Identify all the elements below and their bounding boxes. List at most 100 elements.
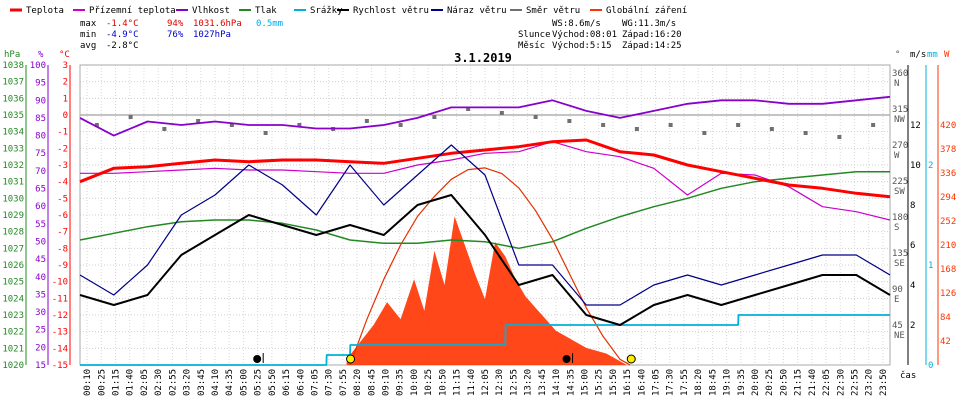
stats-max-label: max [80, 19, 97, 29]
time-tick-label: 20:50 [779, 369, 789, 396]
ms-tick-label: 10 [910, 161, 921, 171]
time-tick-label: 07:30 [325, 369, 335, 396]
info-ws: WS:8.6m/s [552, 19, 601, 29]
series-smer-vetru-point [364, 119, 369, 123]
stats-max-hum: 94% [167, 19, 184, 29]
series-rychlost-vetru-line [79, 194, 891, 326]
sunset-marker [626, 354, 636, 364]
chart-title: 3.1.2019 [454, 51, 512, 65]
time-tick-label: 13:20 [524, 369, 534, 396]
hpa-tick-label: 1031 [2, 178, 24, 188]
stats-block: max -1.4°C 94% 1031.6hPa 0.5mm min -4.9°… [80, 19, 283, 51]
series-smer-vetru-point [94, 123, 99, 127]
w-tick-label: 126 [940, 289, 956, 299]
time-tick-label: 22:30 [836, 369, 846, 396]
celsius-tick-label: 2 [63, 78, 68, 88]
dir-tick-value: 180 [892, 213, 908, 223]
pct-tick-label: 45 [35, 255, 46, 265]
series-globalni-zareni-area [346, 216, 627, 365]
time-tick-label: 05:50 [268, 369, 278, 396]
legend-label-rychlost-vetru: Rychlost větru [353, 6, 429, 16]
series-vlhkost-line [79, 95, 891, 137]
time-tick-label: 20:25 [765, 369, 775, 396]
series-smer-vetru-point [229, 123, 234, 127]
unit-ms: m/s [910, 50, 926, 60]
celsius-tick-label: -9 [57, 261, 68, 271]
dir-tick-label: E [894, 295, 899, 305]
time-tick-label: 09:10 [382, 369, 392, 396]
time-tick-label: 02:30 [154, 369, 164, 396]
info-moonrise: Východ:5:15 [552, 41, 612, 51]
time-tick-label: 10:00 [410, 369, 420, 396]
legend: Teplota Přízemní teplota Vlhkost Tlak Sr… [10, 6, 687, 16]
time-tick-label: 15:50 [609, 369, 619, 396]
info-sunset: Západ:16:20 [622, 30, 682, 40]
info-sunrise: Východ:08:01 [552, 30, 617, 40]
pct-tick-label: 90 [35, 96, 46, 106]
hpa-tick-label: 1038 [2, 61, 24, 71]
hpa-tick-label: 1022 [2, 328, 24, 338]
info-sun-label: Slunce [518, 30, 551, 40]
ms-tick-label: 4 [910, 281, 915, 291]
series-globalni-zareni-teoreticke-line [349, 167, 631, 366]
legend-label-tlak: Tlak [255, 6, 277, 16]
celsius-tick-label: -3 [57, 161, 68, 171]
series-smer-vetru-point [803, 131, 808, 135]
celsius-tick-label: -11 [52, 294, 68, 304]
series-smer-vetru-point [736, 123, 741, 127]
time-tick-label: 14:35 [566, 369, 576, 396]
pct-tick-label: 100 [30, 61, 46, 71]
dir-tick-value: 225 [892, 177, 908, 187]
unit-celsius: °C [59, 50, 70, 60]
moonset-marker [562, 355, 571, 363]
time-tick-label: 00:10 [83, 369, 93, 396]
series-srazky-line [80, 314, 890, 366]
time-tick-label: 16:40 [637, 369, 647, 396]
stats-min-press: 1027hPa [193, 30, 231, 40]
dir-tick-value: 315 [892, 105, 908, 115]
time-tick-label: 20:00 [751, 369, 761, 396]
time-tick-label: 15:25 [595, 369, 605, 396]
series-smer-vetru-point [398, 123, 403, 127]
celsius-tick-label: -5 [57, 194, 68, 204]
time-tick-label: 03:20 [183, 369, 193, 396]
series-smer-vetru-point [668, 123, 673, 127]
time-tick-label: 11:15 [453, 369, 463, 396]
time-tick-label: 11:40 [467, 369, 477, 396]
pct-tick-label: 55 [35, 220, 46, 230]
series-smer-vetru-point [871, 123, 876, 127]
hpa-tick-label: 1030 [2, 194, 24, 204]
series-smer-vetru-point [297, 123, 302, 127]
hpa-tick-label: 1037 [2, 78, 24, 88]
celsius-tick-label: 1 [63, 94, 68, 104]
time-tick-label: 03:45 [197, 369, 207, 396]
unit-deg: ° [895, 50, 900, 60]
mm-tick-label: 1 [928, 261, 933, 271]
series-smer-vetru-point [567, 119, 572, 123]
legend-label-srazky: Srážky [310, 6, 343, 16]
w-tick-label: 378 [940, 145, 956, 155]
series-smer-vetru-point [702, 131, 707, 135]
pct-tick-label: 85 [35, 114, 46, 124]
legend-label-teplota: Teplota [26, 6, 64, 16]
time-tick-label: 05:25 [254, 369, 264, 396]
unit-hpa: hPa [4, 50, 20, 60]
hpa-tick-label: 1024 [2, 294, 24, 304]
series-smer-vetru-point [769, 127, 774, 131]
w-tick-label: 84 [940, 313, 951, 323]
time-tick-label: 08:45 [367, 369, 377, 396]
ms-tick-label: 8 [910, 201, 915, 211]
hpa-tick-label: 1033 [2, 144, 24, 154]
hpa-tick-label: 1032 [2, 161, 24, 171]
unit-time: čas [900, 370, 916, 381]
info-block: WS:8.6m/s WG:11.3m/s Slunce Východ:08:01… [518, 19, 682, 51]
series-smer-vetru-point [533, 115, 538, 119]
series-teplota-line [79, 138, 891, 199]
series-prizemni-teplota-line [80, 141, 891, 221]
unit-pct: % [38, 50, 44, 60]
time-tick-label: 23:20 [865, 369, 875, 396]
sunrise-marker [346, 354, 356, 364]
pct-tick-label: 70 [35, 167, 46, 177]
mm-tick-label: 2 [928, 161, 933, 171]
pct-tick-label: 80 [35, 132, 46, 142]
